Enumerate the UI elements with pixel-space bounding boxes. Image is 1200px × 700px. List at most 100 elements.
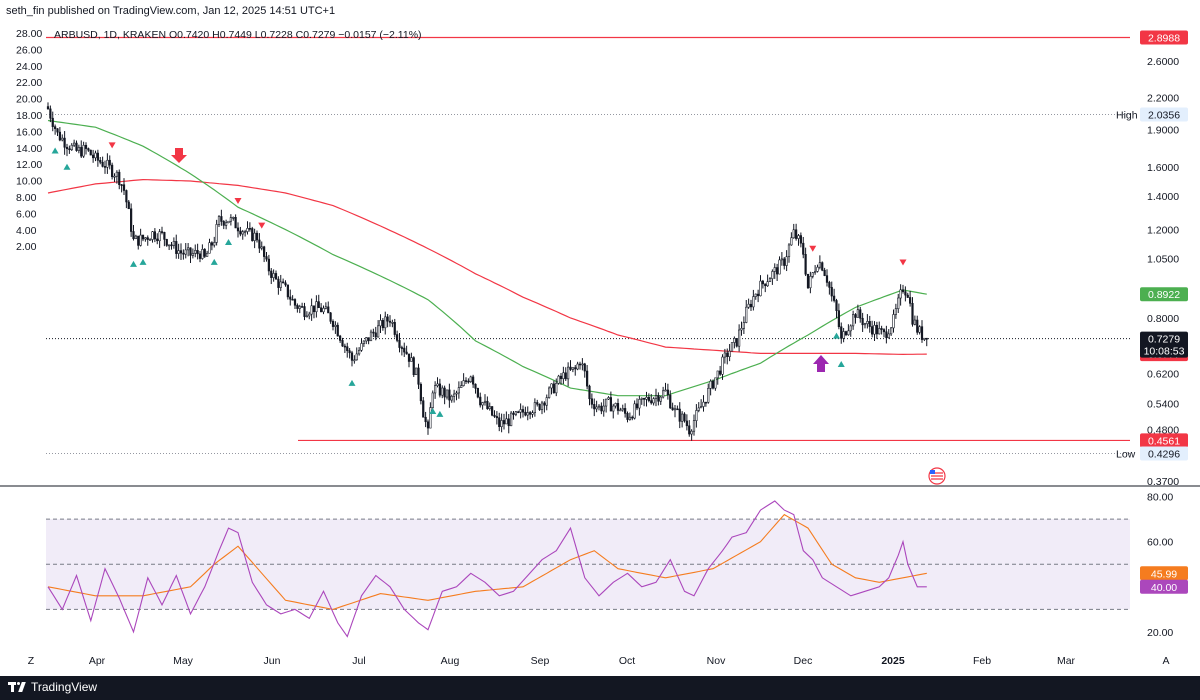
left-axis-tick: 20.00 [16, 94, 42, 106]
candle-up [733, 338, 736, 343]
candle-up [878, 328, 881, 335]
x-axis-tick: Sep [531, 655, 550, 667]
candle-down [103, 166, 107, 168]
candle-down [828, 282, 831, 288]
candle-up [540, 402, 544, 410]
candle-down [222, 221, 225, 226]
candle-down [569, 366, 572, 370]
candle-up [322, 307, 325, 313]
candle-down [51, 117, 54, 127]
candle-up [519, 409, 522, 413]
candle-down [464, 380, 468, 382]
right-axis-tick: 2.2000 [1147, 93, 1179, 105]
candle-up [709, 380, 712, 389]
candle-down [678, 408, 681, 422]
candle-up [246, 228, 249, 232]
candle-down [472, 376, 475, 385]
candle-down [75, 142, 78, 151]
candle-down [293, 299, 297, 306]
last-price-tag-bg [1140, 331, 1188, 358]
candle-up [849, 325, 852, 332]
up-triangle-marker [225, 239, 232, 246]
left-axis-tick: 22.00 [16, 77, 42, 89]
candle-down [643, 397, 646, 400]
candle-up [759, 280, 762, 297]
candle-down [688, 425, 691, 435]
us-flag-canton [930, 470, 935, 474]
candle-up [441, 387, 444, 396]
candle-up [811, 272, 814, 277]
footer-brand: TradingView [31, 680, 98, 694]
candle-down [495, 416, 498, 419]
candle-up [567, 366, 570, 380]
candle-down [137, 235, 140, 246]
candle-down [600, 405, 603, 412]
candle-up [640, 397, 643, 400]
candle-up [738, 329, 741, 347]
candle-down [906, 294, 909, 298]
candle-down [182, 252, 185, 255]
candle-down [412, 357, 415, 376]
x-axis-tick: Mar [1057, 655, 1076, 667]
candle-up [227, 220, 230, 224]
candle-down [282, 281, 285, 284]
candle-up [863, 323, 867, 326]
candle-up [619, 409, 622, 412]
candle-up [455, 392, 458, 395]
candle-down [289, 296, 292, 300]
candle-up [514, 411, 517, 415]
candle-up [253, 232, 256, 241]
candle-down [175, 241, 178, 254]
candle-up [581, 363, 584, 366]
x-axis-tick: Jun [264, 655, 281, 667]
candle-up [260, 246, 263, 249]
candle-up [369, 331, 373, 342]
candle-down [56, 128, 59, 133]
candle-up [460, 385, 463, 388]
candle-up [602, 405, 605, 412]
x-axis-tick: Dec [794, 655, 813, 667]
candle-up [645, 396, 648, 400]
fast-moving-average-line [47, 119, 927, 397]
candle-down [821, 262, 824, 271]
candle-up [229, 217, 232, 222]
candle-down [263, 246, 266, 257]
rsi-moving-average-line [47, 513, 927, 610]
tradingview-logo[interactable]: TradingView [8, 680, 97, 694]
high-tag-bg [1140, 107, 1188, 122]
candle-up [377, 325, 380, 338]
countdown-tag: 10:08:53 [1144, 346, 1185, 358]
rsi-tag: 40.00 [1151, 582, 1177, 594]
candle-down [320, 307, 323, 313]
candle-up [232, 217, 235, 219]
candle-down [165, 239, 168, 246]
candle-up [310, 305, 313, 315]
candle-up [149, 239, 152, 241]
candle-down [474, 383, 477, 389]
candle-up [106, 159, 109, 168]
candle-up [555, 382, 558, 394]
candle-down [101, 161, 104, 167]
candle-down [236, 227, 240, 232]
candle-down [336, 324, 339, 337]
candle-down [407, 353, 411, 362]
up-triangle-marker [130, 260, 137, 267]
candle-down [825, 275, 829, 283]
candle-up [723, 352, 726, 358]
up-triangle-marker [51, 147, 59, 154]
candle-up [790, 237, 793, 246]
candle-down [486, 400, 489, 410]
candle-down [122, 184, 126, 191]
candle-down [536, 402, 539, 405]
candle-down [524, 411, 527, 416]
candle-up [892, 314, 895, 329]
candle-up [913, 319, 916, 325]
candle-down [291, 298, 294, 301]
candle-up [279, 281, 282, 288]
candle-up [70, 144, 73, 150]
candle-up [315, 301, 318, 313]
candle-down [284, 282, 287, 286]
candle-up [576, 363, 579, 370]
candle-down [125, 190, 128, 203]
